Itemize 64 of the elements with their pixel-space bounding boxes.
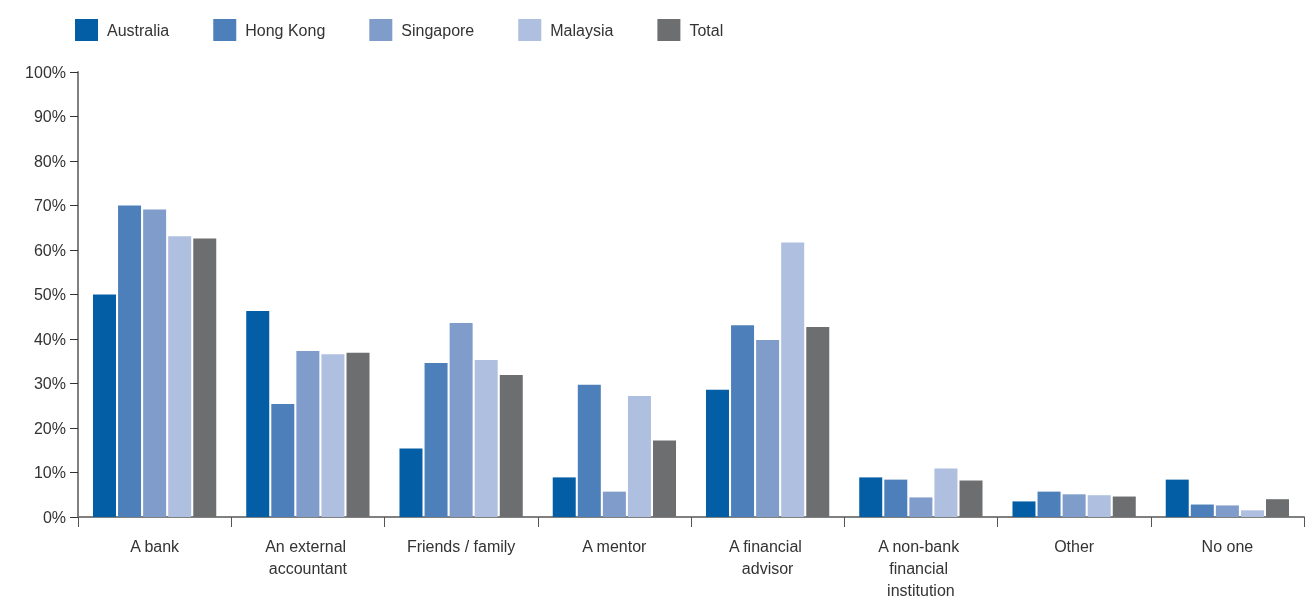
bar	[1240, 510, 1264, 517]
bar	[168, 236, 192, 517]
bar	[884, 479, 908, 517]
bar	[246, 310, 270, 517]
bar	[756, 339, 780, 517]
bar	[909, 497, 933, 517]
x-tick-label: A mentor	[582, 537, 648, 555]
y-tick-label: 10%	[33, 464, 66, 481]
bar	[1190, 504, 1214, 517]
bar	[424, 363, 448, 517]
bar	[346, 352, 370, 517]
y-tick-label: 70%	[33, 197, 66, 214]
bar	[781, 242, 805, 517]
bar	[731, 325, 755, 517]
y-tick-label: 50%	[33, 286, 66, 303]
bar	[934, 468, 958, 517]
bar	[321, 354, 345, 517]
x-tick-label: A bank	[130, 537, 181, 555]
bar	[1037, 491, 1061, 517]
bar	[705, 389, 729, 517]
bar	[1165, 479, 1189, 517]
bar	[193, 238, 217, 517]
bar	[627, 395, 651, 517]
x-tick-label: No one	[1201, 537, 1254, 555]
bar	[143, 209, 167, 517]
x-tick-label: A financial advisor	[728, 537, 807, 577]
y-tick-label: 40%	[33, 330, 66, 348]
legend-label: Hong Kong	[245, 21, 326, 39]
bar	[474, 359, 498, 517]
y-tick-label: 80%	[33, 152, 66, 170]
x-tick-label: Other	[1054, 537, 1095, 555]
bar	[859, 477, 883, 517]
bar	[1087, 495, 1111, 517]
bar	[271, 403, 295, 517]
bar	[806, 326, 830, 517]
bar	[653, 440, 677, 517]
bar	[1012, 501, 1036, 517]
x-tick-label: An external accountant	[265, 537, 351, 577]
y-tick-label: 0%	[42, 508, 66, 526]
bar	[602, 491, 626, 517]
bar	[449, 322, 473, 517]
bar	[499, 375, 523, 517]
x-tick-label: A non-bank financial institution	[878, 537, 964, 599]
bar	[296, 351, 320, 517]
bar	[399, 448, 423, 517]
legend-label: Malaysia	[550, 21, 614, 39]
bar	[92, 294, 116, 517]
y-tick-label: 20%	[33, 419, 66, 437]
y-tick-label: 90%	[33, 108, 66, 125]
bar	[118, 205, 142, 517]
y-tick-label: 100%	[25, 63, 66, 81]
bar	[1112, 496, 1136, 517]
legend-label: Singapore	[401, 21, 475, 39]
bar	[577, 384, 601, 517]
bar	[552, 477, 576, 517]
bar	[1266, 499, 1290, 517]
legend-label: Australia	[107, 21, 170, 39]
bar	[1215, 505, 1239, 517]
bar	[1062, 494, 1086, 517]
x-tick-label: Friends / family	[406, 537, 516, 555]
bar	[959, 480, 983, 517]
y-tick-label: 30%	[33, 375, 66, 392]
legend-label: Total	[689, 21, 724, 39]
y-tick-label: 60%	[33, 241, 66, 259]
